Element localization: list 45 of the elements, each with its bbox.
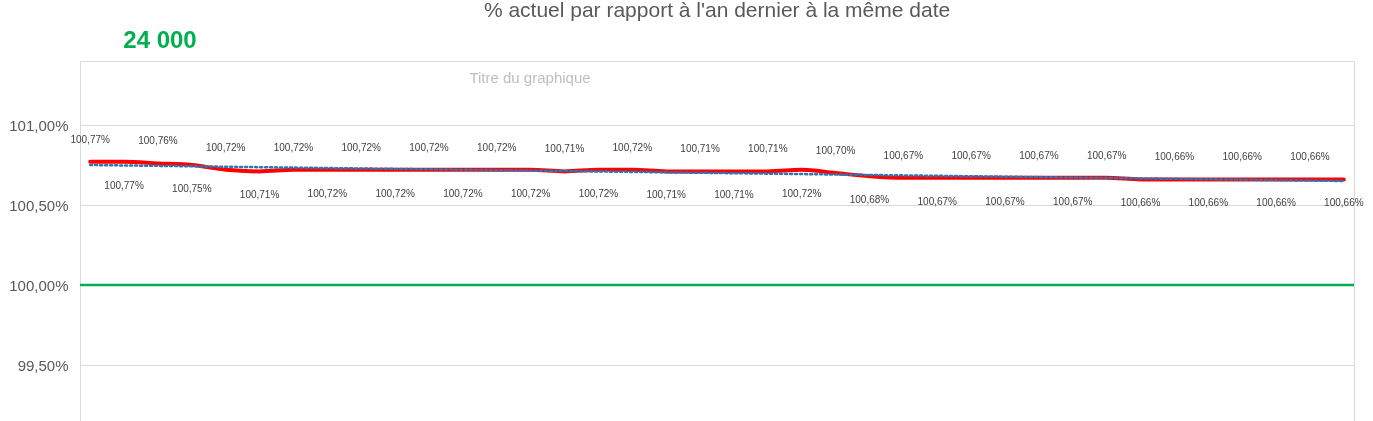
data-label: 100,66% [1120, 197, 1161, 209]
data-label: 100,72% [510, 187, 551, 199]
data-label: 100,77% [104, 179, 144, 191]
data-label: 100,72% [443, 187, 483, 199]
data-label: 100,71% [714, 189, 754, 201]
y-tick-label: 100,00% [9, 276, 69, 294]
data-label: 100,67% [1019, 149, 1059, 161]
data-label: 100,72% [375, 187, 415, 199]
data-label: 100,71% [748, 143, 788, 155]
data-label: 100,67% [917, 195, 958, 207]
data-label: 100,71% [239, 189, 280, 201]
data-label: 100,66% [1290, 151, 1330, 163]
data-label: 100,67% [1053, 195, 1093, 207]
data-label: 100,72% [307, 187, 348, 199]
y-tick-label: 100,50% [9, 196, 69, 214]
data-label: 100,77% [70, 133, 111, 145]
data-label: 100,75% [172, 183, 212, 194]
data-label: 100,66% [1188, 197, 1229, 209]
data-label: 100,71% [544, 143, 585, 155]
data-label: 100,72% [273, 141, 314, 153]
data-label: 100,72% [341, 141, 382, 153]
data-label: 100,66% [1256, 197, 1296, 209]
y-tick-label: 99,50% [17, 356, 69, 374]
data-label: 100,72% [781, 187, 822, 199]
data-label: 100,67% [985, 195, 1025, 207]
data-label: 100,66% [1324, 197, 1364, 209]
data-label: 100,72% [578, 187, 619, 199]
data-label: 100,72% [409, 141, 449, 153]
data-label: 100,67% [883, 149, 924, 161]
data-label: 100,72% [612, 141, 653, 153]
data-label: 100,72% [205, 141, 246, 153]
data-label: 100,72% [477, 141, 517, 153]
annotation: Titre du graphique [469, 69, 591, 86]
data-label: 100,71% [680, 143, 720, 155]
data-label: 100,67% [951, 149, 991, 161]
data-label: 100,67% [1086, 149, 1127, 161]
data-label: 100,70% [815, 145, 856, 156]
data-label: 100,71% [646, 189, 687, 201]
y-tick-label: 101,00% [9, 116, 69, 134]
text: 24 000 [123, 26, 197, 53]
data-label: 100,76% [138, 135, 178, 147]
data-label: 100,68% [849, 194, 890, 206]
data-label: 100,66% [1154, 151, 1195, 163]
chart-title: % actuel par rapport à l'an dernier à la même date [483, 0, 951, 21]
data-label: 100,66% [1222, 151, 1263, 163]
